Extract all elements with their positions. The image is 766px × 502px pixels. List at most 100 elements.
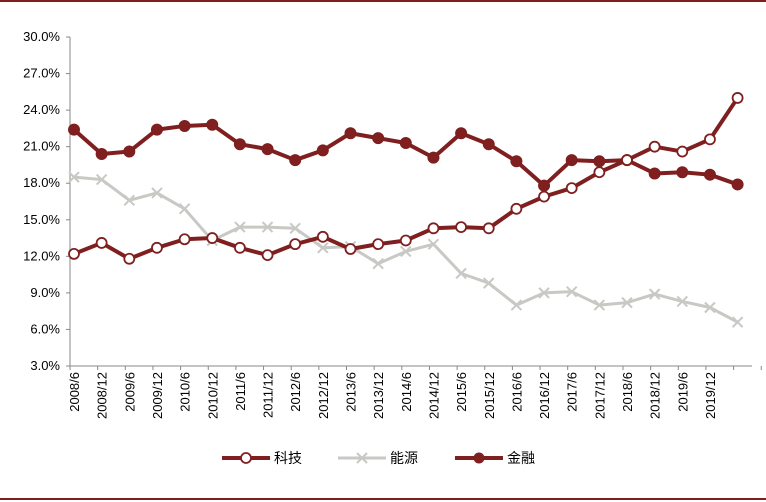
y-tick-label: 15.0% (23, 212, 60, 227)
x-tick-label: 2018/6 (620, 372, 635, 412)
x-tick-label: 2017/12 (592, 372, 607, 419)
data-point (731, 178, 744, 191)
data-point (68, 123, 80, 136)
x-marker-stroke (178, 203, 191, 215)
y-tick-label: 27.0% (23, 66, 60, 81)
y-tick-label: 3.0% (30, 358, 60, 373)
data-point (621, 296, 633, 309)
data-point (455, 127, 468, 140)
x-marker-stroke (123, 194, 136, 206)
x-tick-label: 2018/12 (648, 372, 663, 419)
data-point (372, 257, 384, 270)
data-point (676, 295, 689, 308)
data-point (261, 221, 274, 233)
data-point (731, 316, 744, 328)
x-tick-label: 2008/12 (95, 372, 110, 419)
data-point (234, 221, 246, 233)
legend-item-energy: 能源 (338, 451, 418, 467)
data-point (123, 145, 136, 158)
data-point (483, 277, 495, 289)
x-marker-stroke (704, 301, 716, 314)
x-marker-stroke (317, 242, 329, 254)
series-tech (68, 92, 744, 265)
y-tick-label: 30.0% (23, 29, 60, 44)
data-point (289, 222, 301, 235)
data-point (538, 179, 551, 192)
x-tick-label: 2015/12 (482, 372, 497, 419)
x-tick-label: 2017/6 (565, 372, 580, 412)
data-point (151, 241, 163, 254)
series-layer (68, 92, 744, 328)
legend-label: 金融 (507, 451, 535, 467)
data-point (704, 301, 716, 314)
data-point (206, 118, 219, 131)
data-point (95, 173, 108, 186)
data-point (648, 140, 661, 153)
data-point (703, 168, 716, 181)
x-tick-label: 2009/6 (122, 372, 137, 412)
x-marker-stroke (261, 221, 274, 233)
data-point (178, 233, 191, 246)
x-tick-label: 2019/6 (675, 372, 690, 412)
x-tick-label: 2010/6 (178, 372, 193, 412)
x-tick-label: 2011/6 (233, 372, 248, 411)
legend: 科技 能源 金融 (222, 451, 535, 467)
y-tick-label: 21.0% (23, 139, 60, 154)
x-tick-label: 2012/6 (288, 372, 303, 412)
x-marker-stroke (593, 299, 606, 311)
data-point (316, 230, 329, 243)
x-tick-label: 2013/12 (371, 372, 386, 419)
data-point (317, 242, 329, 254)
data-point (538, 287, 550, 299)
x-marker-stroke (234, 221, 246, 233)
data-point (206, 232, 219, 244)
data-point (427, 222, 440, 235)
x-marker-stroke (400, 245, 412, 258)
legend-marker (473, 452, 485, 464)
data-point (510, 155, 523, 168)
x-tick-label: 2009/12 (150, 372, 165, 419)
data-point (150, 123, 163, 136)
x-marker-stroke (151, 187, 163, 199)
x-marker-stroke (483, 277, 495, 289)
data-point (565, 182, 578, 194)
data-point (400, 245, 412, 258)
data-point (427, 238, 440, 250)
data-point (399, 137, 412, 150)
data-point (455, 221, 468, 233)
legend-label: 能源 (390, 451, 418, 467)
legend-label: 科技 (274, 451, 302, 467)
x-tick-label: 2015/6 (454, 372, 469, 412)
data-point (289, 154, 302, 167)
x-axis: 2008/6 2008/12 2009/6 2009/12 2010/6 2010/12 2… (67, 365, 762, 419)
data-point (593, 155, 606, 168)
x-marker-stroke (538, 287, 550, 299)
data-point (399, 234, 412, 247)
data-point (316, 144, 329, 157)
data-point (372, 238, 385, 251)
x-tick-label: 2014/12 (426, 372, 441, 419)
data-point (261, 143, 274, 156)
legend-item-finance: 金融 (455, 451, 535, 467)
x-marker-stroke (289, 222, 301, 235)
data-point (731, 92, 744, 104)
y-tick-label: 9.0% (30, 285, 60, 300)
x-marker-stroke (68, 171, 80, 183)
legend-marker (356, 452, 368, 464)
x-marker-stroke (621, 296, 633, 309)
data-point (676, 145, 689, 158)
data-point (123, 252, 136, 265)
y-tick-label: 18.0% (23, 175, 60, 190)
data-point (510, 202, 523, 215)
data-point (704, 133, 716, 146)
data-point (510, 299, 523, 311)
data-point (344, 243, 357, 255)
data-point (68, 247, 80, 260)
data-point (372, 132, 385, 145)
x-marker-stroke (427, 238, 440, 250)
data-point (178, 119, 191, 132)
data-point (95, 147, 108, 160)
data-point (68, 171, 80, 183)
bottom-rule (0, 498, 766, 500)
x-marker-stroke (455, 267, 467, 280)
